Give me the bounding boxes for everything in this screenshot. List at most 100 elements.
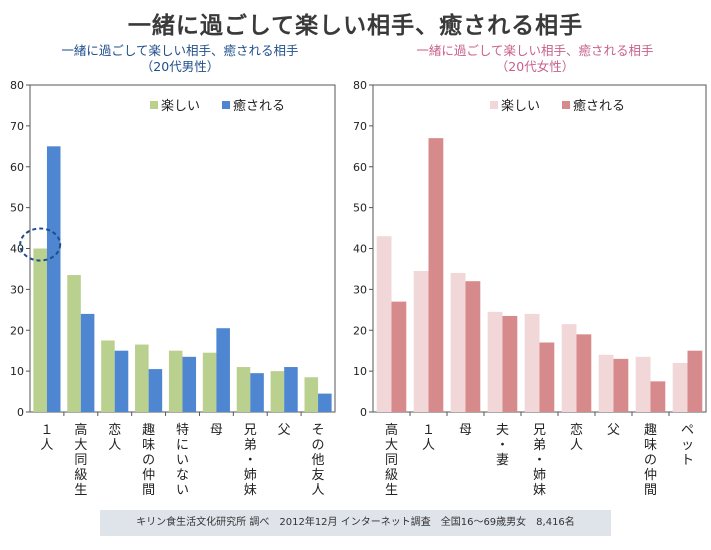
x-tick-label: い — [176, 483, 189, 498]
bar-楽しい — [376, 236, 392, 412]
bar-楽しい — [270, 371, 285, 412]
x-tick-label: そ — [312, 423, 325, 438]
y-tick-label: 70 — [353, 120, 367, 133]
legend-swatch — [150, 101, 158, 109]
bar-癒される — [687, 350, 703, 412]
x-tick-label: の — [142, 453, 155, 468]
bar-癒される — [650, 381, 666, 412]
bar-楽しい — [413, 270, 429, 412]
bar-癒される — [80, 313, 95, 412]
x-tick-label: ・ — [244, 453, 257, 468]
bar-楽しい — [450, 273, 466, 412]
x-tick-label: の — [312, 438, 325, 453]
bar-癒される — [502, 315, 518, 412]
x-tick-label: ッ — [681, 438, 694, 453]
x-tick-label: に — [176, 438, 189, 453]
bar-楽しい — [67, 275, 81, 412]
bar-楽しい — [561, 324, 577, 412]
bar-楽しい — [487, 311, 503, 412]
x-tick-label: 人 — [40, 438, 53, 453]
x-tick-label: 級 — [385, 468, 398, 483]
chart-title-line: 一緒に過ごして楽しい相手、癒される相手 — [416, 43, 654, 58]
x-tick-label: 味 — [644, 438, 657, 453]
x-tick-label: 同 — [385, 453, 398, 468]
y-tick-label: 40 — [353, 243, 367, 256]
y-tick-label: 60 — [10, 161, 24, 174]
bar-癒される — [148, 369, 163, 412]
highlight-circle — [19, 227, 62, 262]
x-tick-label: 姉 — [244, 468, 257, 483]
legend-swatch — [222, 101, 230, 109]
x-tick-label: １ — [422, 423, 435, 438]
x-tick-label: 趣 — [644, 423, 657, 438]
x-tick-label: 味 — [142, 438, 155, 453]
bar-楽しい — [135, 344, 149, 412]
x-tick-label: ・ — [533, 453, 546, 468]
x-tick-label: い — [176, 453, 189, 468]
bar-癒される — [216, 328, 230, 412]
x-tick-label: 人 — [422, 438, 435, 453]
x-tick-label: 兄 — [244, 423, 257, 438]
x-tick-label: 仲 — [142, 468, 155, 483]
x-tick-label: 同 — [74, 453, 87, 468]
x-tick-label: な — [176, 468, 189, 483]
bar-癒される — [46, 146, 61, 412]
legend-swatch — [562, 101, 570, 109]
x-tick-label: 恋 — [108, 422, 121, 438]
bar-癒される — [250, 373, 264, 412]
bar-楽しい — [33, 248, 47, 412]
legend-swatch — [490, 101, 498, 109]
bar-癒される — [613, 358, 629, 412]
x-tick-label: 父 — [278, 423, 291, 438]
x-tick-label: の — [644, 453, 657, 468]
y-tick-label: 30 — [10, 283, 24, 296]
x-tick-label: 生 — [385, 483, 398, 498]
x-tick-label: 間 — [142, 483, 155, 498]
x-tick-label: 恋 — [570, 422, 583, 438]
bar-癒される — [539, 342, 555, 412]
y-tick-label: 70 — [10, 120, 24, 133]
bar-楽しい — [635, 356, 651, 412]
x-tick-label: 妹 — [533, 483, 546, 498]
bar-楽しい — [168, 350, 183, 412]
bar-楽しい — [236, 367, 251, 412]
bar-癒される — [465, 281, 481, 412]
y-tick-label: 40 — [10, 243, 24, 256]
x-tick-label: 人 — [312, 483, 325, 498]
source-footer: キリン食生活文化研究所 調べ 2012年12月 インターネット調査 全国16～6… — [100, 510, 611, 536]
chart-title-line: （20代女性） — [495, 59, 575, 74]
x-tick-label: 人 — [108, 438, 121, 453]
x-tick-label: 高 — [74, 422, 87, 438]
y-tick-label: 80 — [10, 79, 24, 92]
x-tick-label: 父 — [607, 423, 620, 438]
x-tick-label: 間 — [644, 483, 657, 498]
x-tick-label: 兄 — [533, 423, 546, 438]
x-tick-label: ・ — [496, 438, 509, 453]
legend-label: 癒される — [573, 98, 625, 114]
x-tick-label: 大 — [385, 438, 398, 453]
y-tick-label: 10 — [353, 365, 367, 378]
x-tick-label: 妹 — [244, 483, 257, 498]
y-tick-label: 60 — [353, 161, 367, 174]
x-tick-label: 母 — [459, 423, 472, 438]
x-tick-label: 人 — [570, 438, 583, 453]
bar-楽しい — [202, 352, 217, 412]
y-tick-label: 0 — [17, 406, 24, 419]
chart-title-male: 一緒に過ごして楽しい相手、癒される相手 （20代男性） — [10, 43, 350, 75]
bar-楽しい — [101, 340, 115, 412]
bar-楽しい — [672, 362, 688, 412]
x-tick-label: 弟 — [244, 438, 257, 453]
bar-癒される — [391, 301, 407, 412]
x-tick-label: 姉 — [533, 468, 546, 483]
y-tick-label: 20 — [353, 324, 367, 337]
bar-楽しい — [304, 377, 319, 412]
bar-癒される — [114, 350, 129, 412]
chart-title-line: 一緒に過ごして楽しい相手、癒される相手 — [61, 43, 299, 58]
bar-癒される — [318, 393, 332, 412]
x-tick-label: 特 — [176, 423, 189, 438]
y-tick-label: 50 — [10, 202, 24, 215]
x-tick-label: 趣 — [142, 423, 155, 438]
bar-癒される — [284, 367, 298, 412]
x-tick-label: ト — [681, 453, 694, 468]
